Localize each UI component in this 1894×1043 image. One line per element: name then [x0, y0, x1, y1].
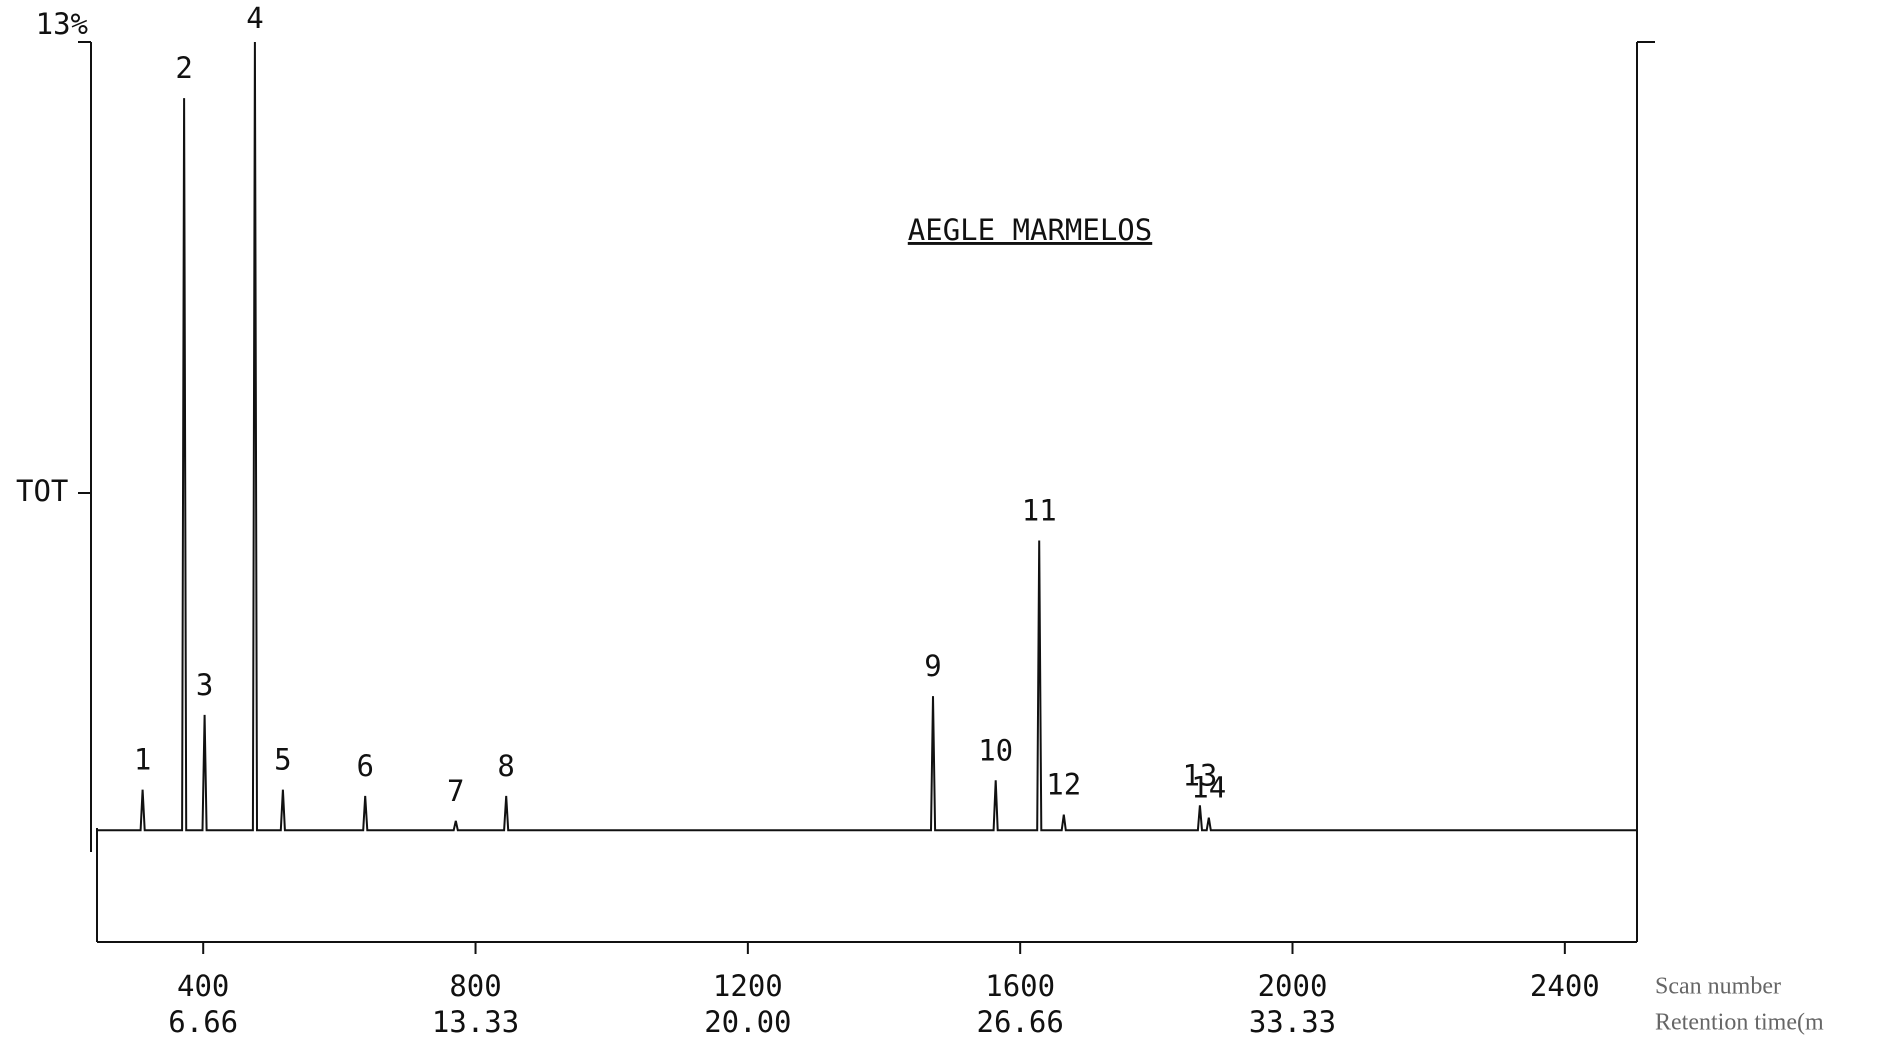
peak-label: 7	[447, 774, 464, 808]
trace	[97, 41, 1637, 832]
peak-label: 12	[1046, 768, 1081, 802]
x2-axis-label: Retention time(m	[1655, 1010, 1824, 1036]
peak-label: 11	[1022, 493, 1057, 527]
y-tick-label: 13%	[36, 7, 88, 41]
x-axis-label: Scan number	[1655, 974, 1781, 1000]
peak-label: 3	[196, 668, 213, 702]
peak-label: 10	[978, 733, 1013, 767]
x-tick-label: 800	[449, 969, 501, 1003]
peak-label: 2	[175, 51, 192, 85]
x-tick-label: 400	[177, 969, 229, 1003]
peak-label: 9	[924, 649, 941, 683]
peak-label: 5	[274, 743, 291, 777]
peak-label: 4	[246, 1, 263, 35]
x2-tick-label: 13.33	[432, 1005, 519, 1039]
peak-label: 8	[497, 749, 514, 783]
x2-tick-label: 33.33	[1249, 1005, 1336, 1039]
x-tick-label: 1600	[985, 969, 1055, 1003]
x2-tick-label: 26.66	[977, 1005, 1064, 1039]
x-tick-label: 2000	[1258, 969, 1328, 1003]
peak-label: 6	[357, 749, 374, 783]
chart-title: AEGLE MARMELOS	[908, 213, 1152, 247]
y-axis-label: TOT	[16, 474, 68, 508]
x2-tick-label: 20.00	[704, 1005, 791, 1039]
x-tick-label: 1200	[713, 969, 783, 1003]
x2-tick-label: 6.66	[168, 1005, 238, 1039]
peak-label: 1	[134, 743, 151, 777]
peak-label: 14	[1191, 771, 1226, 805]
x-tick-label: 2400	[1530, 969, 1600, 1003]
peak-label: 13	[1182, 758, 1217, 792]
